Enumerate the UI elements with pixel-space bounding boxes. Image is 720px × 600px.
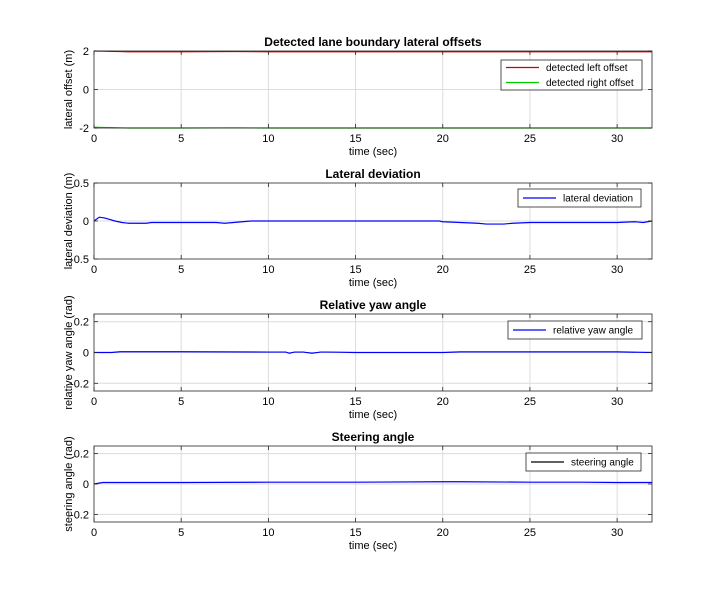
x-tick-label: 15 <box>349 527 361 539</box>
x-tick-label: 10 <box>262 133 274 145</box>
y-axis-label: lateral offset (m) <box>63 50 75 129</box>
x-tick-label: 25 <box>524 527 536 539</box>
series-line-1 <box>93 481 652 485</box>
series-line-1 <box>94 351 653 354</box>
legend-entry: detected left offset <box>546 63 628 74</box>
x-tick-label: 15 <box>349 133 361 145</box>
y-tick-label: -0.2 <box>70 378 89 390</box>
y-tick-label: 0 <box>83 479 89 491</box>
x-tick-label: 0 <box>91 527 97 539</box>
x-tick-label: 5 <box>178 264 184 276</box>
x-tick-label: 20 <box>437 527 449 539</box>
x-tick-label: 15 <box>349 396 361 408</box>
legend-entry: relative yaw angle <box>553 326 633 337</box>
series-line-1 <box>93 216 653 225</box>
legend-entry: steering angle <box>571 458 634 469</box>
y-tick-label: -2 <box>79 123 89 135</box>
legend: detected left offset detected right offse… <box>500 59 643 91</box>
x-tick-label: 30 <box>611 396 623 408</box>
x-tick-label: 30 <box>611 264 623 276</box>
x-tick-label: 0 <box>91 264 97 276</box>
x-tick-label: 5 <box>178 133 184 145</box>
chart-title: Detected lane boundary lateral offsets <box>264 35 482 49</box>
y-tick-label: 0.2 <box>74 317 89 329</box>
legend-box <box>525 452 642 472</box>
legend-box <box>507 320 643 340</box>
x-tick-label: 20 <box>437 396 449 408</box>
x-tick-label: 0 <box>91 133 97 145</box>
legend-box <box>500 59 643 91</box>
x-axis-label: time (sec) <box>349 540 397 552</box>
chart-title: Relative yaw angle <box>320 298 427 312</box>
x-tick-label: 5 <box>178 527 184 539</box>
chart-title: Steering angle <box>332 430 415 444</box>
legend-entry: detected right offset <box>546 78 634 89</box>
y-tick-label: 2 <box>83 46 89 58</box>
y-tick-label: -0.5 <box>70 254 89 266</box>
x-tick-label: 25 <box>524 133 536 145</box>
x-tick-label: 10 <box>262 264 274 276</box>
x-tick-label: 10 <box>262 527 274 539</box>
x-tick-label: 25 <box>524 396 536 408</box>
x-tick-label: 15 <box>349 264 361 276</box>
x-tick-label: 5 <box>178 396 184 408</box>
legend-entry: lateral deviation <box>563 194 633 205</box>
chart-title: Lateral deviation <box>325 167 420 181</box>
y-tick-label: 0 <box>83 348 89 360</box>
y-tick-label: 0.5 <box>74 178 89 190</box>
y-tick-label: 0 <box>83 85 89 97</box>
x-tick-label: 20 <box>437 264 449 276</box>
x-axis-label: time (sec) <box>349 409 397 421</box>
x-tick-label: 30 <box>611 527 623 539</box>
x-axis-label: time (sec) <box>349 277 397 289</box>
x-tick-label: 25 <box>524 264 536 276</box>
legend-box <box>517 188 642 208</box>
y-axis-label: steering angle (rad) <box>63 436 75 531</box>
x-axis-label: time (sec) <box>349 146 397 158</box>
y-tick-label: 0.2 <box>74 449 89 461</box>
y-tick-label: 0 <box>83 216 89 228</box>
y-axis-label: lateral deviation (m) <box>63 173 75 270</box>
legend: steering angle <box>525 452 642 472</box>
x-tick-label: 20 <box>437 133 449 145</box>
x-tick-label: 10 <box>262 396 274 408</box>
legend: relative yaw angle <box>507 320 643 340</box>
x-tick-label: 0 <box>91 396 97 408</box>
y-tick-label: -0.2 <box>70 509 89 521</box>
legend: lateral deviation <box>517 188 642 208</box>
x-tick-label: 30 <box>611 133 623 145</box>
y-axis-label: relative yaw angle (rad) <box>63 295 75 409</box>
